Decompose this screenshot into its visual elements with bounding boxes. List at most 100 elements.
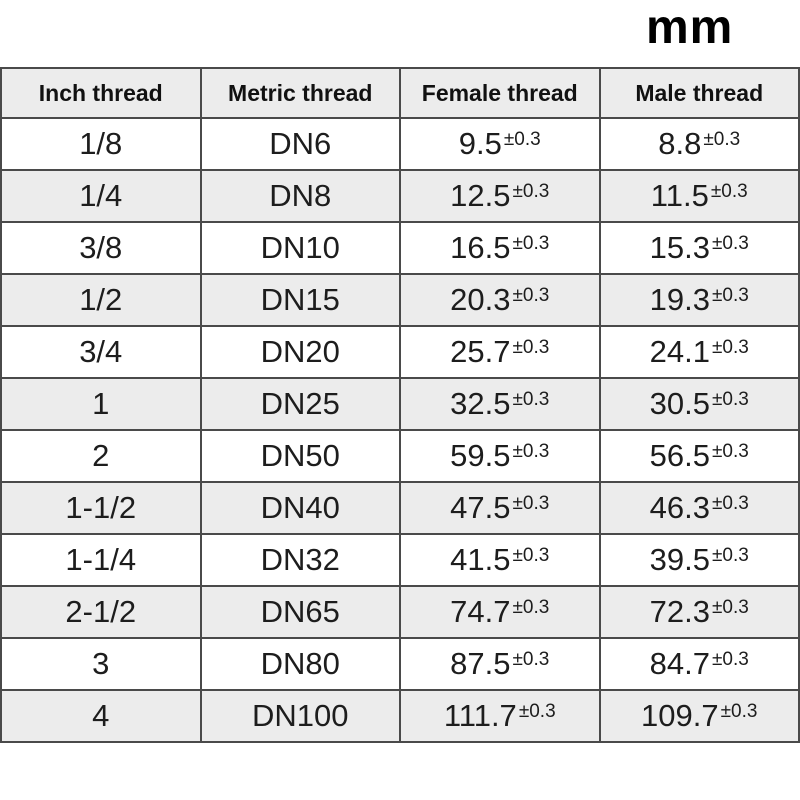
column-header-metric-thread: Metric thread — [199, 67, 401, 119]
tolerance: ±0.3 — [512, 181, 550, 202]
value: 1-1/4 — [65, 542, 137, 577]
male-thread-cell: 24.1 ±0.3 — [598, 325, 800, 379]
female-thread-cell: 9.5 ±0.3 — [399, 117, 601, 171]
tolerance: ±0.3 — [712, 545, 749, 566]
value: 3/4 — [79, 334, 123, 369]
value: 1-1/2 — [65, 490, 137, 525]
value: 2-1/2 — [65, 594, 137, 629]
inch-thread-cell: 1/4 — [0, 169, 202, 223]
value: DN50 — [260, 438, 340, 473]
value: 1/2 — [79, 282, 123, 317]
male-thread-cell: 8.8 ±0.3 — [598, 117, 800, 171]
value: DN10 — [260, 230, 340, 265]
inch-thread-cell: 1-1/4 — [0, 533, 202, 587]
table-row: 4 DN100 111.7 ±0.3 109.7 ±0.3 — [0, 689, 800, 743]
male-thread-cell: 11.5 ±0.3 — [598, 169, 800, 223]
value: 1/8 — [79, 126, 123, 161]
tolerance: ±0.3 — [703, 129, 741, 150]
value: 109.7 — [641, 698, 719, 733]
value: DN40 — [260, 490, 340, 525]
value: 41.5 — [450, 542, 511, 577]
value: 87.5 — [450, 646, 511, 681]
tolerance: ±0.3 — [512, 545, 550, 566]
value: 9.5 — [458, 126, 502, 161]
male-thread-cell: 19.3 ±0.3 — [598, 273, 800, 327]
inch-thread-cell: 3/8 — [0, 221, 202, 275]
header-row: Inch thread Metric thread Female thread … — [0, 67, 800, 119]
table-header: Inch thread Metric thread Female thread … — [0, 67, 800, 119]
table-row: 1/2 DN15 20.3 ±0.3 19.3 ±0.3 — [0, 273, 800, 327]
value: 74.7 — [450, 594, 511, 629]
value: 39.5 — [649, 542, 710, 577]
value: DN32 — [260, 542, 340, 577]
male-thread-cell: 46.3 ±0.3 — [598, 481, 800, 535]
tolerance: ±0.3 — [712, 233, 749, 254]
metric-thread-cell: DN100 — [199, 689, 401, 743]
metric-thread-cell: DN15 — [199, 273, 401, 327]
unit-label: mm — [646, 1, 734, 54]
value: 3 — [92, 646, 110, 681]
table-row: 2-1/2 DN65 74.7 ±0.3 72.3 ±0.3 — [0, 585, 800, 639]
thread-size-table: Inch thread Metric thread Female thread … — [0, 67, 800, 743]
female-thread-cell: 20.3 ±0.3 — [399, 273, 601, 327]
female-thread-cell: 47.5 ±0.3 — [399, 481, 601, 535]
inch-thread-cell: 2 — [0, 429, 202, 483]
tolerance: ±0.3 — [712, 649, 749, 670]
inch-thread-cell: 3/4 — [0, 325, 202, 379]
value: 32.5 — [450, 386, 511, 421]
table-body: 1/8 DN6 9.5 ±0.3 8.8 ±0.3 1/4 DN8 12.5 ±0.3 11.5 ±0… — [0, 117, 800, 743]
table-row: 3/8 DN10 16.5 ±0.3 15.3 ±0.3 — [0, 221, 800, 275]
value: 12.5 — [450, 178, 511, 213]
table-row: 1/4 DN8 12.5 ±0.3 11.5 ±0.3 — [0, 169, 800, 223]
value: DN15 — [260, 282, 340, 317]
tolerance: ±0.3 — [512, 389, 550, 410]
inch-thread-cell: 1-1/2 — [0, 481, 202, 535]
value: DN8 — [269, 178, 332, 213]
inch-thread-cell: 4 — [0, 689, 202, 743]
tolerance: ±0.3 — [512, 493, 550, 514]
metric-thread-cell: DN80 — [199, 637, 401, 691]
male-thread-cell: 84.7 ±0.3 — [598, 637, 800, 691]
tolerance: ±0.3 — [512, 597, 550, 618]
column-header-female-thread: Female thread — [399, 67, 601, 119]
value: 1/4 — [79, 178, 123, 213]
female-thread-cell: 12.5 ±0.3 — [399, 169, 601, 223]
value: 111.7 — [443, 698, 517, 733]
metric-thread-cell: DN32 — [199, 533, 401, 587]
inch-thread-cell: 1 — [0, 377, 202, 431]
value: 1 — [92, 386, 110, 421]
value: 84.7 — [649, 646, 710, 681]
table-row: 2 DN50 59.5 ±0.3 56.5 ±0.3 — [0, 429, 800, 483]
value: 59.5 — [450, 438, 511, 473]
value: 8.8 — [658, 126, 702, 161]
female-thread-cell: 74.7 ±0.3 — [399, 585, 601, 639]
value: DN65 — [260, 594, 340, 629]
metric-thread-cell: DN40 — [199, 481, 401, 535]
value: 16.5 — [450, 230, 511, 265]
female-thread-cell: 41.5 ±0.3 — [399, 533, 601, 587]
tolerance: ±0.3 — [712, 285, 749, 306]
value: DN6 — [269, 126, 332, 161]
value: 47.5 — [450, 490, 511, 525]
value: 72.3 — [649, 594, 710, 629]
value: 11.5 — [650, 178, 709, 213]
table-row: 3/4 DN20 25.7 ±0.3 24.1 ±0.3 — [0, 325, 800, 379]
female-thread-cell: 87.5 ±0.3 — [399, 637, 601, 691]
inch-thread-cell: 1/8 — [0, 117, 202, 171]
value: 56.5 — [649, 438, 710, 473]
table-row: 1-1/4 DN32 41.5 ±0.3 39.5 ±0.3 — [0, 533, 800, 587]
male-thread-cell: 30.5 ±0.3 — [598, 377, 800, 431]
inch-thread-cell: 1/2 — [0, 273, 202, 327]
male-thread-cell: 72.3 ±0.3 — [598, 585, 800, 639]
value: 4 — [92, 698, 110, 733]
metric-thread-cell: DN20 — [199, 325, 401, 379]
value: 3/8 — [79, 230, 123, 265]
metric-thread-cell: DN25 — [199, 377, 401, 431]
tolerance: ±0.3 — [518, 701, 556, 722]
tolerance: ±0.3 — [710, 181, 748, 202]
value: DN20 — [260, 334, 340, 369]
female-thread-cell: 32.5 ±0.3 — [399, 377, 601, 431]
value: 30.5 — [649, 386, 710, 421]
table-row: 1 DN25 32.5 ±0.3 30.5 ±0.3 — [0, 377, 800, 431]
male-thread-cell: 39.5 ±0.3 — [598, 533, 800, 587]
